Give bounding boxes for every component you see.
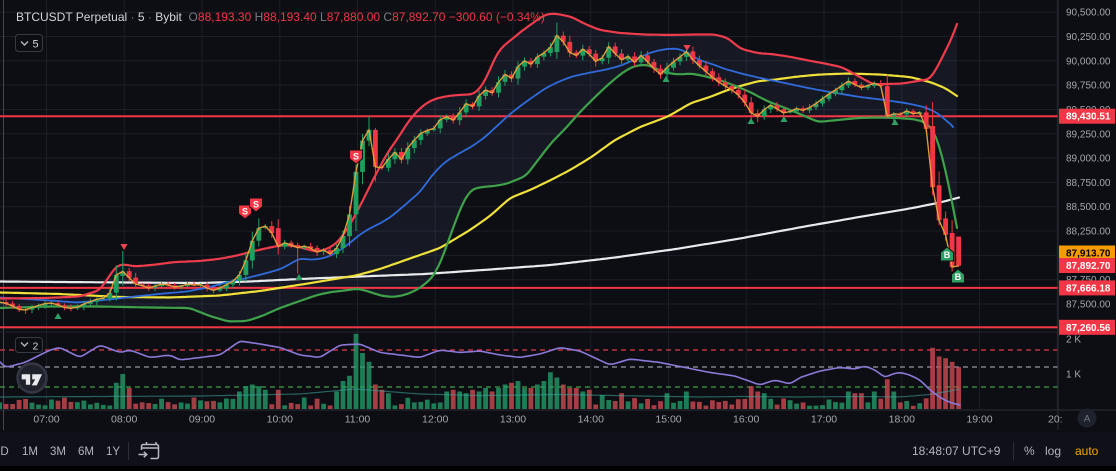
svg-text:log: log <box>1045 444 1061 458</box>
svg-text:S: S <box>253 200 259 210</box>
svg-text:89,430.51: 89,430.51 <box>1066 112 1111 123</box>
svg-text:S: S <box>242 207 248 217</box>
svg-text:07:00: 07:00 <box>33 414 59 426</box>
svg-text:87,892.70: 87,892.70 <box>1066 261 1111 272</box>
svg-text:90,000.00: 90,000.00 <box>1066 56 1111 67</box>
svg-text:12:00: 12:00 <box>422 414 448 426</box>
svg-text:87,666.18: 87,666.18 <box>1066 283 1111 294</box>
svg-text:87,500.00: 87,500.00 <box>1066 300 1111 311</box>
svg-text:18:00: 18:00 <box>889 414 915 426</box>
svg-text:2 K: 2 K <box>1066 335 1081 346</box>
svg-text:5D: 5D <box>0 446 9 458</box>
svg-text:%: % <box>1024 444 1035 458</box>
svg-text:14:00: 14:00 <box>578 414 604 426</box>
svg-text:18:48:07 UTC+9: 18:48:07 UTC+9 <box>912 444 1001 458</box>
svg-text:87,260.56: 87,260.56 <box>1066 323 1111 334</box>
svg-text:15:00: 15:00 <box>655 414 681 426</box>
svg-text:16:00: 16:00 <box>733 414 759 426</box>
svg-text:BTCUSDT Perpetual · 5 · Bybit: BTCUSDT Perpetual · 5 · Bybit O88,193.30… <box>16 10 545 24</box>
svg-text:A: A <box>1084 414 1091 425</box>
svg-text:09:00: 09:00 <box>189 414 215 426</box>
svg-text:13:00: 13:00 <box>500 414 526 426</box>
svg-text:11:00: 11:00 <box>345 414 371 426</box>
svg-text:90,500.00: 90,500.00 <box>1066 8 1111 19</box>
svg-text:6M: 6M <box>78 446 94 458</box>
svg-text:10:00: 10:00 <box>267 414 293 426</box>
svg-text:17:00: 17:00 <box>811 414 837 426</box>
svg-text:1 K: 1 K <box>1066 370 1081 381</box>
svg-text:B: B <box>944 250 951 260</box>
svg-text:88,750.00: 88,750.00 <box>1066 178 1111 189</box>
svg-text:89,000.00: 89,000.00 <box>1066 154 1111 165</box>
svg-text:87,913.70: 87,913.70 <box>1066 249 1111 260</box>
svg-text:90,250.00: 90,250.00 <box>1066 32 1111 43</box>
svg-text:3M: 3M <box>50 446 66 458</box>
svg-text:20:: 20: <box>1048 414 1063 426</box>
svg-text:B: B <box>955 272 962 282</box>
svg-text:1Y: 1Y <box>106 446 120 458</box>
svg-text:5: 5 <box>33 39 39 51</box>
svg-text:08:00: 08:00 <box>111 414 137 426</box>
svg-text:19:00: 19:00 <box>966 414 992 426</box>
svg-text:88,250.00: 88,250.00 <box>1066 227 1111 238</box>
svg-text:88,500.00: 88,500.00 <box>1066 202 1111 213</box>
svg-text:S: S <box>353 152 359 162</box>
svg-text:89,750.00: 89,750.00 <box>1066 81 1111 92</box>
svg-text:89,250.00: 89,250.00 <box>1066 129 1111 140</box>
svg-text:1M: 1M <box>22 446 38 458</box>
svg-text:2: 2 <box>33 341 39 353</box>
svg-text:auto: auto <box>1075 444 1099 458</box>
